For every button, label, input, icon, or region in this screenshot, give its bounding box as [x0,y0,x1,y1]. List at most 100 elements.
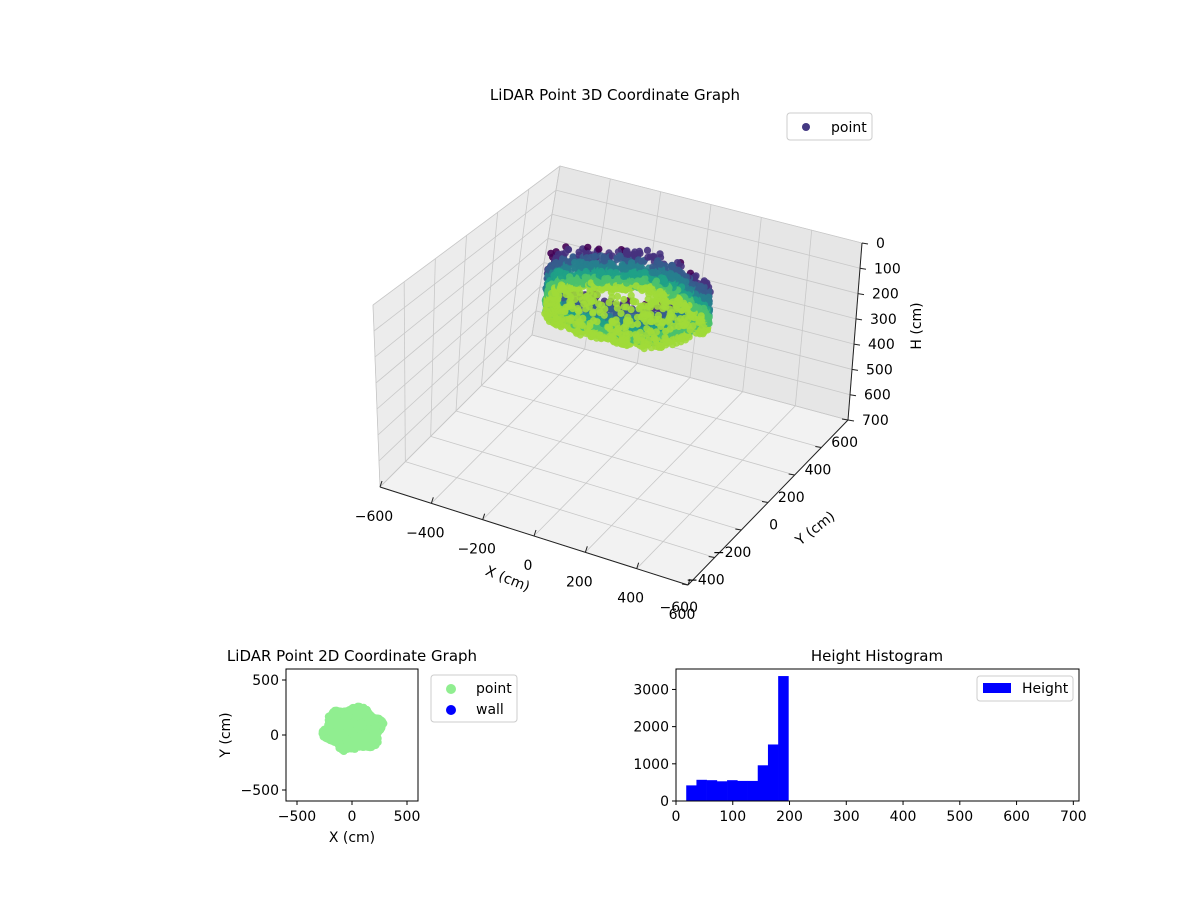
x-tick-3d [482,513,486,520]
y-tick-label-2d: 0 [270,728,279,744]
histogram-bar [778,676,789,801]
data-point-3d [656,250,664,258]
data-point-3d [649,263,657,271]
data-point-3d [579,314,587,322]
histogram-y-tick-label: 0 [660,794,669,810]
legend-2d[interactable]: point wall [430,674,518,723]
wall-grid-z [555,189,861,269]
legend-3d-point-label: point [831,120,867,136]
data-point-2d [329,710,338,719]
x-tick-3d [636,562,640,569]
z-tick-3d [861,242,869,245]
histogram-axes: 0 100 200 300 400 500 600 700 0 1000 2000 3000 [633,682,1086,825]
data-point-3d [567,314,575,322]
data-point-2d [362,711,371,720]
y-tick-3d [841,418,849,421]
data-point-3d [622,248,630,256]
data-point-3d [564,245,572,253]
data-point-3d [657,260,665,268]
legend-2d-wall-label: wall [476,702,504,718]
axes-3d: −600−400−2000200400600−600−400−200020040… [355,236,901,623]
y-tick-label-3d: 600 [831,435,858,451]
wall-grid-z [559,165,863,244]
data-point-3d [622,303,631,311]
wall-grid-y [455,235,467,412]
y-tick-label-2d: −500 [241,783,279,799]
data-point-2d [323,734,331,743]
data-point-3d [575,278,583,286]
data-point-3d [705,293,713,301]
data-point-3d [558,315,566,323]
y-tick-3d [788,473,795,476]
legend-3d[interactable]: point [786,112,873,141]
data-point-3d [593,291,601,299]
data-point-3d [661,334,669,342]
data-point-3d [668,263,676,271]
data-point-3d [574,304,582,313]
point-cloud-3d [541,243,714,353]
z-axis-line-3d [847,242,863,421]
y-axis-label-2d: Y (cm) [218,712,234,758]
histogram-x-tick-label: 600 [1003,809,1030,825]
histogram-x-tick-label: 100 [719,809,746,825]
histogram-bar [696,779,707,801]
histogram-x-tick-label: 700 [1060,809,1087,825]
data-point-3d [652,328,661,336]
data-point-3d [700,277,708,285]
data-point-2d [372,729,381,738]
y-tick-label-3d: 200 [778,490,805,506]
z-tick-label-3d: 600 [864,388,891,404]
legend-3d-point-marker [802,123,810,131]
z-tick-label-3d: 500 [866,362,893,378]
histogram-title: Height Histogram [811,647,943,665]
z-tick-label-3d: 0 [876,236,885,252]
x-tick-label-3d: 600 [669,607,696,623]
data-point-3d [612,316,620,324]
wall-grid-z [375,238,549,384]
data-point-3d [604,274,612,283]
data-point-2d [356,710,365,719]
x-tick-3d [687,578,691,586]
data-point-3d [627,291,635,299]
data-point-3d [613,292,622,300]
data-point-3d [624,313,632,321]
z-tick-label-3d: 300 [870,312,897,328]
z-tick-3d [847,419,855,422]
data-point-3d [634,320,642,328]
wall-grid-z [551,213,859,294]
x-tick-label-3d: 200 [566,574,593,590]
x-tick-label-2d: 0 [348,809,357,825]
z-tick-label-3d: 100 [874,261,901,277]
data-point-3d [630,268,638,276]
data-point-3d [608,293,616,302]
data-point-3d [640,285,648,293]
wall-grid-y [531,165,561,336]
data-point-3d [598,301,606,309]
x-tick-label-3d: −200 [457,542,495,558]
data-point-2d [337,729,345,738]
histogram-x-tick-label: 200 [776,809,803,825]
legend-histogram[interactable]: Height [976,675,1074,702]
data-point-3d [646,253,655,261]
y-tick-3d [681,583,689,586]
data-point-3d [641,275,649,283]
data-point-2d [345,737,354,746]
axes-2d: −500 0 500 −500 0 500 [241,673,421,825]
data-point-3d [589,316,598,325]
data-point-3d [629,297,637,305]
data-point-3d [654,311,663,319]
histogram-bar [727,780,738,801]
x-tick-label-2d: −500 [278,809,316,825]
wall-grid-y [506,189,530,361]
data-point-3d [660,277,669,285]
x-tick-3d [584,546,588,553]
histogram-bar [716,781,728,801]
data-point-2d [354,723,363,732]
legend-2d-point-label: point [476,681,512,697]
data-point-3d [600,257,609,265]
data-point-3d [595,245,603,253]
histogram-bar [706,780,718,801]
z-axis-label-3d: H (cm) [909,302,925,349]
y-tick-label-3d: 400 [805,463,832,479]
